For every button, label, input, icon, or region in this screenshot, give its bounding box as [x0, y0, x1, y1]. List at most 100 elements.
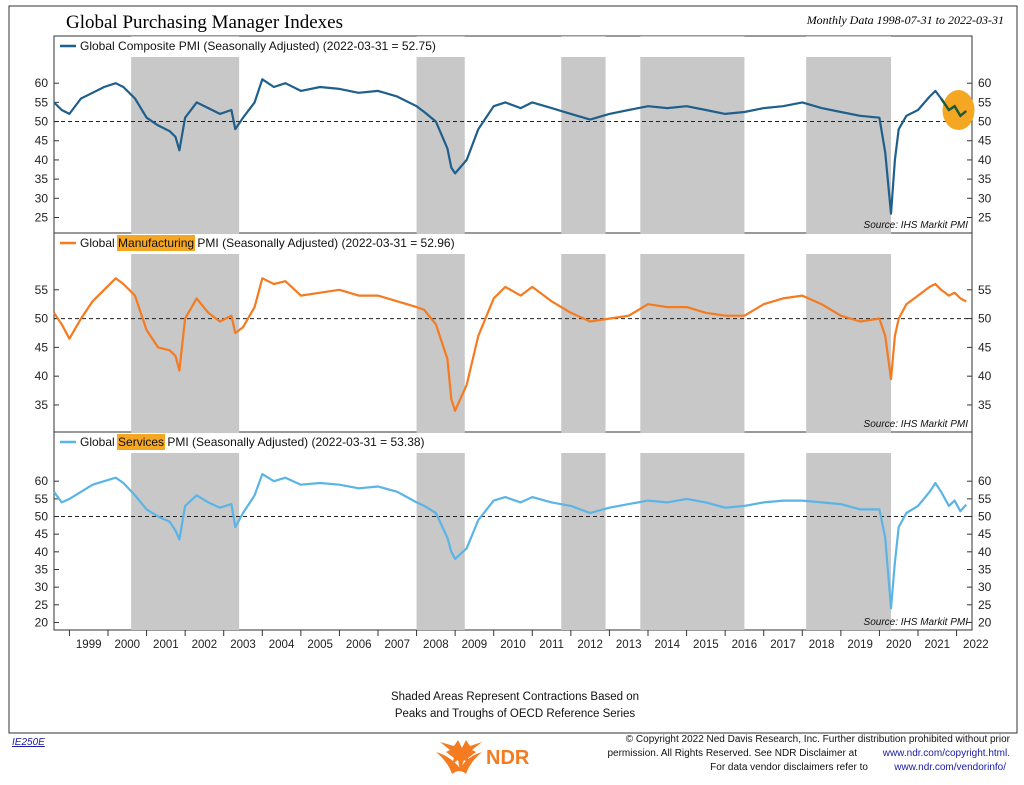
y-tick-label-right: 35: [978, 398, 992, 412]
y-tick-label-right: 40: [978, 369, 992, 383]
x-tick-label: 2020: [886, 639, 912, 651]
date-range: Monthly Data 1998-07-31 to 2022-03-31: [806, 13, 1004, 27]
x-tick-label: 2015: [693, 639, 719, 651]
shading-note-line-2: Peaks and Troughs of OECD Reference Seri…: [395, 708, 636, 720]
y-tick-label-left: 30: [35, 580, 49, 594]
legend-band: [55, 433, 971, 453]
x-tick-label: 2006: [346, 639, 372, 651]
ndr-logo-text: NDR: [486, 747, 530, 769]
legend-label: Global Composite PMI (Seasonally Adjuste…: [80, 39, 436, 53]
contraction-band-2: [416, 36, 465, 630]
y-tick-label-right: 45: [978, 527, 992, 541]
y-tick-label-right: 40: [978, 545, 992, 559]
shading-note-line-1: Shaded Areas Represent Contractions Base…: [391, 691, 639, 703]
y-tick-label-right: 30: [978, 191, 992, 205]
y-tick-label-left: 40: [35, 369, 49, 383]
y-tick-label-left: 45: [35, 134, 49, 148]
x-tick-label: 1999: [76, 639, 102, 651]
y-tick-label-left: 55: [35, 283, 49, 297]
x-tick-label: 2014: [654, 639, 680, 651]
x-tick-label: 2000: [114, 639, 140, 651]
y-tick-label-right: 60: [978, 76, 992, 90]
x-tick-label: 2011: [539, 639, 564, 651]
vendor-disclaimer-link[interactable]: www.ndr.com/vendorinfo/: [893, 762, 1006, 773]
y-tick-label-right: 50: [978, 115, 992, 129]
y-tick-label-left: 40: [35, 153, 49, 167]
x-tick-label: 2001: [153, 639, 179, 651]
services-panel: 20 20 25 25 30 30 35 35 40 40 45 45 50 50 55 55 60 60 Glob…: [35, 433, 992, 629]
legend-highlight-box: [117, 434, 166, 450]
legend-band: [55, 234, 971, 254]
series-line: [53, 277, 967, 412]
ndr-logo-icon: [436, 740, 482, 774]
contraction-band-5: [806, 36, 891, 630]
y-tick-label-right: 50: [978, 312, 992, 326]
x-tick-label: 2002: [192, 639, 218, 651]
x-tick-label: 2007: [384, 639, 410, 651]
y-tick-label-right: 55: [978, 492, 992, 506]
contraction-band-3: [561, 36, 606, 630]
x-tick-label: 2008: [423, 639, 449, 651]
y-tick-label-left: 60: [35, 76, 49, 90]
x-tick-label: 2005: [307, 639, 333, 651]
x-tick-label: 2013: [616, 639, 642, 651]
legend-band: [55, 37, 971, 57]
y-tick-label-right: 55: [978, 95, 992, 109]
x-tick-label: 2010: [500, 639, 526, 651]
y-tick-label-left: 20: [35, 615, 49, 629]
page-title: Global Purchasing Manager Indexes: [66, 12, 343, 33]
legend-highlight-word: Services: [118, 435, 164, 449]
x-tick-label: 2003: [230, 639, 256, 651]
plot-frame: [53, 35, 973, 631]
x-tick-label: 2021: [924, 639, 950, 651]
y-tick-label-left: 35: [35, 562, 49, 576]
y-tick-label-right: 30: [978, 580, 992, 594]
x-tick-label: 2009: [462, 639, 488, 651]
y-tick-label-left: 55: [35, 95, 49, 109]
legend-highlight-box: [117, 235, 196, 251]
copyright-line-2: permission. All Rights Reserved. See NDR…: [607, 748, 857, 759]
y-tick-label-right: 20: [978, 615, 992, 629]
y-tick-label-right: 45: [978, 134, 992, 148]
y-tick-label-left: 55: [35, 492, 49, 506]
y-tick-label-left: 30: [35, 191, 49, 205]
legend-label: Global Manufacturing PMI (Seasonally Adj…: [80, 236, 455, 250]
y-tick-label-left: 50: [35, 510, 49, 524]
y-tick-label-right: 35: [978, 562, 992, 576]
x-tick-label: 2017: [770, 639, 796, 651]
copyright-link[interactable]: www.ndr.com/copyright.html.: [882, 748, 1010, 759]
y-tick-label-right: 40: [978, 153, 992, 167]
y-tick-label-left: 35: [35, 398, 49, 412]
contraction-band-4: [640, 36, 745, 630]
y-tick-label-left: 25: [35, 598, 49, 612]
manufacturing-panel: 35 35 40 40 45 45 50 50 55 55 Global Manufacturing…: [35, 234, 992, 430]
y-tick-label-right: 25: [978, 598, 992, 612]
y-tick-label-right: 35: [978, 172, 992, 186]
y-tick-label-left: 45: [35, 340, 49, 354]
x-axis: 1999 2000 2001 2002 2003 2004 2005 2006 2007 2008…: [68, 630, 989, 651]
source-label: Source: IHS Markit PMI: [864, 220, 969, 231]
outer-frame: [8, 5, 1018, 734]
y-tick-label-right: 45: [978, 340, 992, 354]
x-tick-label: 2019: [847, 639, 873, 651]
x-tick-label: 2012: [577, 639, 603, 651]
legend-label: Global Services PMI (Seasonally Adjusted…: [80, 435, 425, 449]
copyright-line-1: © Copyright 2022 Ned Davis Research, Inc…: [626, 734, 1011, 745]
vendor-disclaimer-text: For data vendor disclaimers refer to: [710, 762, 868, 773]
y-tick-label-left: 45: [35, 527, 49, 541]
legend-highlight-word: Manufacturing: [118, 236, 194, 250]
x-tick-label: 2004: [269, 639, 295, 651]
y-tick-label-right: 25: [978, 210, 992, 224]
y-tick-label-right: 50: [978, 510, 992, 524]
series-line: [53, 473, 968, 610]
y-tick-label-left: 25: [35, 210, 49, 224]
y-tick-label-left: 35: [35, 172, 49, 186]
composite-panel: 25 25 30 30 35 35 40 40 45 45 50 50 55 55 60 60 Global C…: [35, 37, 992, 231]
y-tick-label-left: 40: [35, 545, 49, 559]
contraction-shading: [131, 36, 891, 630]
latest-reading-highlight: [942, 90, 975, 131]
chart-code-link[interactable]: IE250E: [12, 737, 45, 748]
y-tick-label-left: 60: [35, 474, 49, 488]
x-tick-label: 2018: [809, 639, 835, 651]
